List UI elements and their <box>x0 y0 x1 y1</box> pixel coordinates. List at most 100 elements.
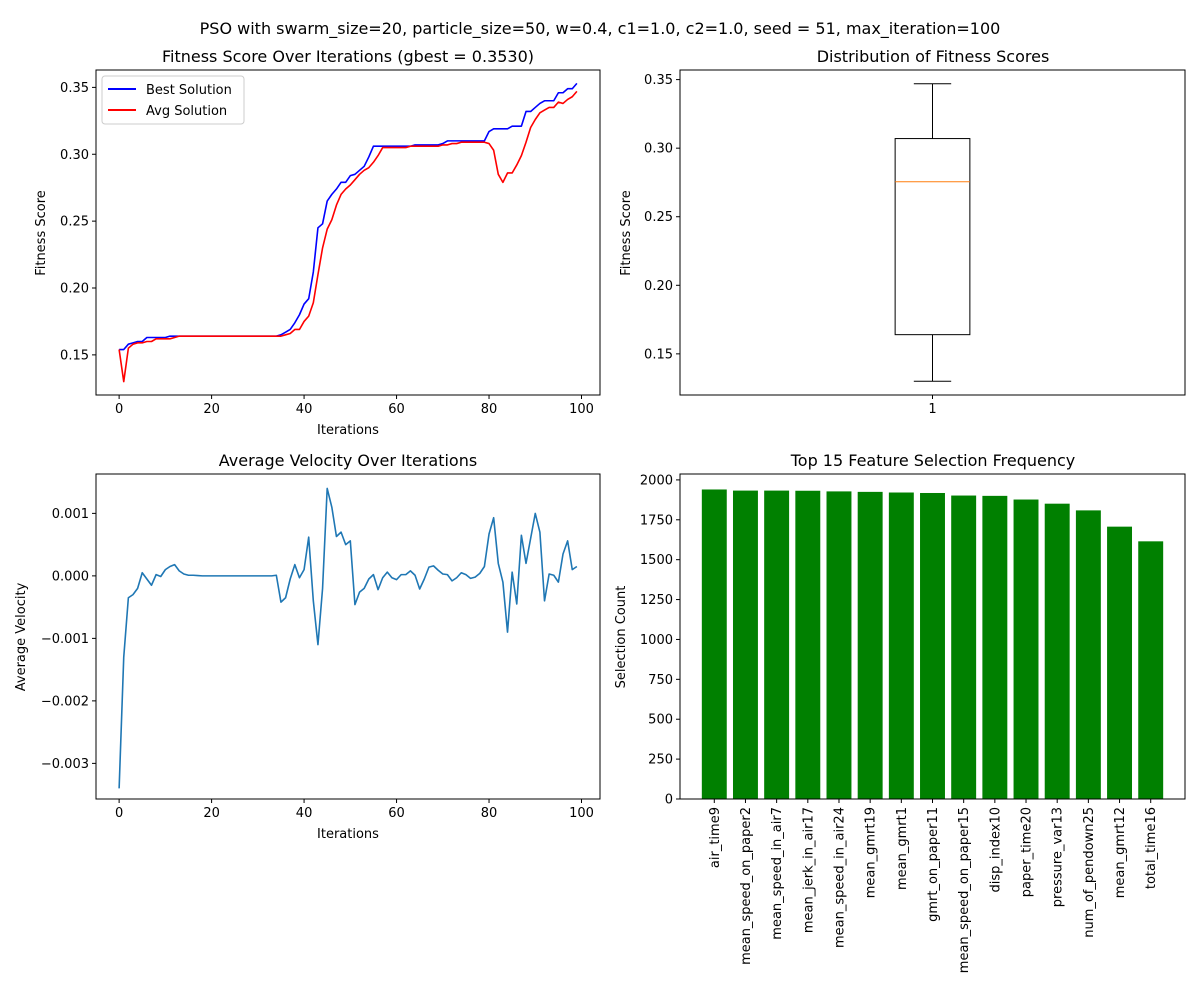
fitness-chart-title: Fitness Score Over Iterations (gbest = 0… <box>162 47 534 66</box>
velocity-ytick-label: 0.000 <box>52 569 89 584</box>
features-xtick-label: disp_index10 <box>988 807 1003 893</box>
feature-bar <box>857 491 883 799</box>
velocity-chart-plot <box>118 487 578 789</box>
features-chart-title: Top 15 Feature Selection Frequency <box>790 451 1076 470</box>
legend-label-avg-solution: Avg Solution <box>146 104 227 119</box>
fitness-xtick-label: 60 <box>388 402 405 417</box>
feature-bar <box>920 492 945 799</box>
feature-bar <box>1138 541 1164 799</box>
features-ytick-label: 1500 <box>640 553 673 568</box>
velocity-ytick-label: −0.001 <box>41 632 89 647</box>
feature-bar <box>732 490 758 799</box>
features-chart-plot <box>701 489 1164 799</box>
distribution-ytick-label: 0.20 <box>644 279 673 294</box>
distribution-chart-plot <box>894 83 971 382</box>
feature-frequency-bar-chart: Top 15 Feature Selection Frequency Selec… <box>614 451 1186 973</box>
fitness-ytick-label: 0.15 <box>60 348 89 363</box>
velocity-xtick-label: 20 <box>203 806 220 821</box>
velocity-xtick-label: 40 <box>296 806 313 821</box>
fitness-xtick-label: 100 <box>569 402 594 417</box>
feature-bar <box>951 495 977 799</box>
features-ytick-label: 1750 <box>640 513 673 528</box>
velocity-chart-frame <box>95 473 601 800</box>
features-xtick-label: mean_gmrt12 <box>1113 807 1128 898</box>
fitness-chart-xlabel: Iterations <box>317 423 379 438</box>
velocity-ytick-label: −0.003 <box>41 757 89 772</box>
features-ytick-label: 2000 <box>640 473 673 488</box>
box-iqr <box>894 138 971 336</box>
features-xtick-label: mean_speed_on_paper2 <box>739 807 754 965</box>
features-xtick-label: paper_time20 <box>1020 807 1035 897</box>
velocity-line-series-0 <box>118 487 578 789</box>
fitness-line-avg-solution <box>118 90 578 383</box>
fitness-chart-ylabel: Fitness Score <box>34 190 49 276</box>
distribution-ytick-label: 0.15 <box>644 347 673 362</box>
legend-box <box>101 75 245 125</box>
features-ytick-label: 750 <box>648 673 673 688</box>
features-xtick-label: mean_speed_in_air7 <box>770 807 785 940</box>
velocity-xtick-label: 0 <box>115 806 123 821</box>
fitness-ytick-label: 0.35 <box>60 81 89 96</box>
legend-label-best-solution: Best Solution <box>146 83 232 98</box>
fitness-ytick-label: 0.25 <box>60 215 89 230</box>
velocity-chart-title: Average Velocity Over Iterations <box>219 451 477 470</box>
velocity-chart-xlabel: Iterations <box>317 827 379 842</box>
fitness-line-chart: Fitness Score Over Iterations (gbest = 0… <box>34 47 601 438</box>
features-xtick-label: pressure_var13 <box>1051 807 1066 907</box>
distribution-chart-ticks: 0.15 0.20 0.25 0.30 0.35 1 <box>644 73 937 417</box>
velocity-xtick-label: 60 <box>388 806 405 821</box>
velocity-ytick-label: −0.002 <box>41 694 89 709</box>
fitness-chart-legend: Best Solution Avg Solution <box>101 75 245 125</box>
features-ytick-label: 250 <box>648 753 673 768</box>
features-ytick-label: 1250 <box>640 593 673 608</box>
feature-bar <box>764 490 790 799</box>
fitness-chart-plot <box>118 82 578 383</box>
velocity-chart-ylabel: Average Velocity <box>14 582 29 691</box>
features-ytick-label: 1000 <box>640 633 673 648</box>
features-xtick-label: mean_gmrt19 <box>864 807 879 898</box>
features-chart-ylabel: Selection Count <box>614 586 629 689</box>
features-xtick-label: gmrt_on_paper11 <box>926 807 941 922</box>
velocity-xtick-label: 80 <box>481 806 498 821</box>
velocity-line-chart: Average Velocity Over Iterations Iterati… <box>14 451 601 842</box>
features-chart-frame <box>679 473 1186 800</box>
velocity-chart-ticks: −0.003 −0.002 −0.001 0.000 0.001 0 20 40 60 80 100 <box>41 507 594 821</box>
feature-bar <box>795 490 821 799</box>
distribution-box-plot: Distribution of Fitness Scores Fitness S… <box>619 47 1186 417</box>
distribution-ytick-label: 0.35 <box>644 73 673 88</box>
distribution-chart-ylabel: Fitness Score <box>619 190 634 276</box>
feature-bar <box>1075 510 1101 799</box>
fitness-chart-ticks: 0.15 0.20 0.25 0.30 0.35 0 20 40 60 80 100 <box>60 81 594 417</box>
features-xtick-label: mean_jerk_in_air17 <box>801 807 816 933</box>
features-xtick-label: mean_gmrt1 <box>895 807 910 890</box>
figure-suptitle: PSO with swarm_size=20, particle_size=50… <box>200 19 1001 39</box>
distribution-chart-title: Distribution of Fitness Scores <box>817 47 1050 66</box>
features-ytick-label: 500 <box>648 713 673 728</box>
feature-bar <box>826 491 852 799</box>
fitness-xtick-label: 40 <box>296 402 313 417</box>
fitness-ytick-label: 0.30 <box>60 148 89 163</box>
feature-bar <box>701 489 727 799</box>
features-chart-ticks: 0 250 500 750 1000 1250 1500 1750 2000 air_time9 m… <box>640 473 1159 973</box>
feature-bar <box>1107 526 1133 799</box>
features-ytick-label: 0 <box>665 793 673 808</box>
fitness-xtick-label: 20 <box>203 402 220 417</box>
fitness-ytick-label: 0.20 <box>60 282 89 297</box>
distribution-xtick-label: 1 <box>928 402 936 417</box>
features-xtick-label: mean_speed_in_air24 <box>832 807 847 948</box>
feature-bar <box>888 492 914 799</box>
velocity-ytick-label: 0.001 <box>52 507 89 522</box>
features-xtick-label: mean_speed_on_paper15 <box>957 807 972 973</box>
features-xtick-label: total_time16 <box>1144 807 1159 889</box>
fitness-xtick-label: 0 <box>115 402 123 417</box>
velocity-xtick-label: 100 <box>569 806 594 821</box>
features-xtick-label: num_of_pendown25 <box>1082 807 1097 938</box>
feature-bar <box>982 495 1008 799</box>
distribution-ytick-label: 0.25 <box>644 210 673 225</box>
distribution-chart-frame <box>679 69 1186 396</box>
features-xtick-label: air_time9 <box>708 807 723 868</box>
fitness-xtick-label: 80 <box>481 402 498 417</box>
feature-bar <box>1044 503 1070 799</box>
distribution-ytick-label: 0.30 <box>644 142 673 157</box>
